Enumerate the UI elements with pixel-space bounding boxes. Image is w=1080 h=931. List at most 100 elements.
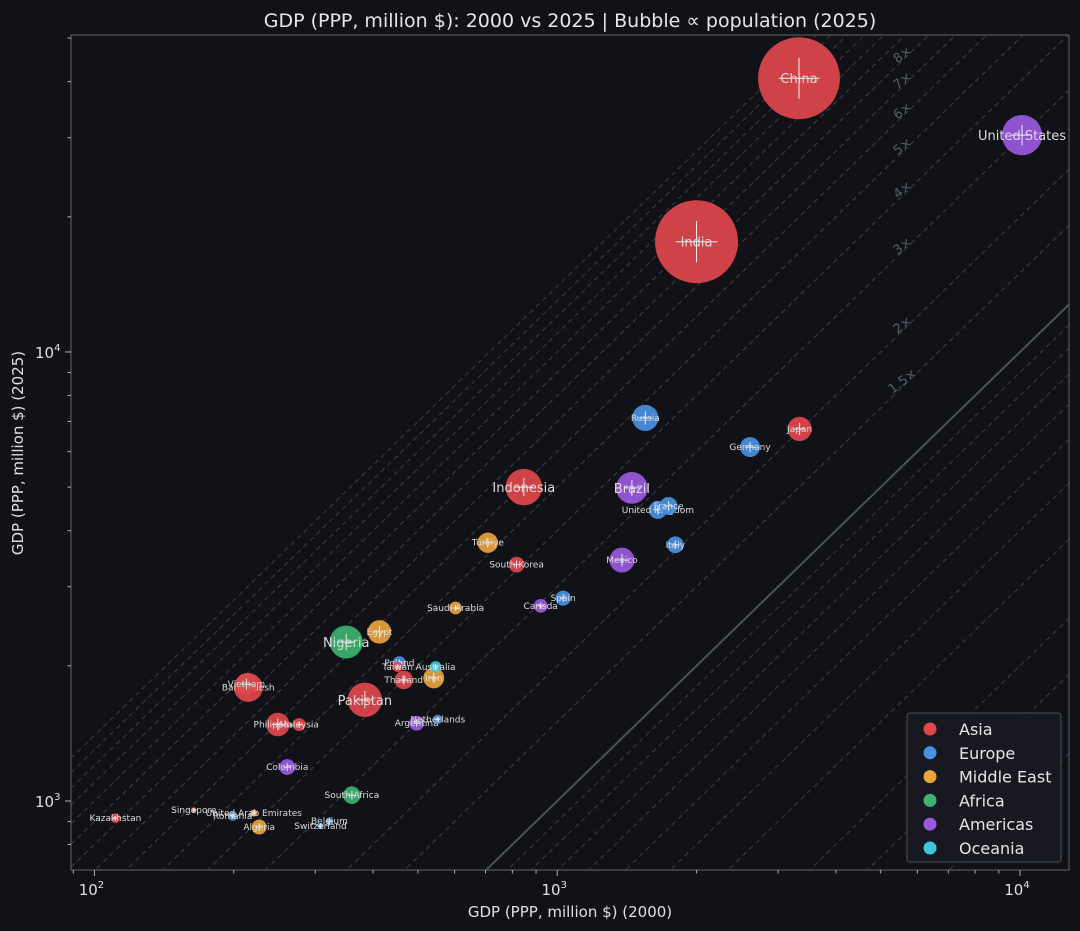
bubble-switzerland: Switzerland [294, 822, 347, 832]
bubble-brazil: Brazil [614, 472, 650, 504]
ratio-line-extra [71, 35, 885, 825]
ratio-line-extra [71, 35, 866, 806]
country-label: Switzerland [294, 822, 347, 832]
country-label: Brazil [614, 482, 650, 497]
ratio-line [403, 224, 1069, 870]
country-label: United Kingdom [622, 506, 694, 516]
legend-label: Middle East [959, 768, 1051, 787]
x-tick-label: 103 [541, 880, 566, 899]
bubble-singapore: Singapore [171, 806, 217, 816]
country-label: Algeria [243, 823, 275, 833]
legend-label: Africa [959, 791, 1005, 810]
country-label: Mexico [606, 556, 638, 566]
bubble-philippines: Philippines [254, 712, 302, 737]
ratio-lines [71, 35, 1069, 870]
ratio-line-extra [557, 373, 1069, 870]
x-axis: 102 103 104 [72, 870, 1030, 899]
bubble-argentina: Argentina [395, 715, 439, 731]
axes-frame [70, 34, 1070, 871]
x-axis-label: GDP (PPP, million $) (2000) [468, 903, 672, 921]
country-label: Nigeria [323, 636, 370, 651]
country-label: South Africa [325, 791, 380, 801]
country-label: Netherlands [410, 715, 465, 725]
country-label: Malaysia [280, 721, 319, 731]
ratio-line-extra [506, 324, 1069, 870]
country-label: Indonesia [492, 481, 555, 496]
bubble-kazakhstan: Kazakhstan [89, 813, 141, 824]
legend-label: Europe [959, 744, 1015, 763]
legend: Asia Europe Middle East Africa Americas Ocean… [906, 712, 1062, 863]
country-label: Vietnam [228, 680, 266, 690]
ratio-line [71, 35, 930, 868]
plot-area [71, 35, 1069, 870]
country-label: South Korea [489, 561, 544, 571]
country-label: Romania [213, 812, 252, 822]
country-label: India [681, 236, 713, 251]
bubble-egypt: Egypt [366, 620, 393, 644]
legend-box [906, 712, 1062, 863]
bubble-china: China [758, 37, 840, 120]
country-label: Taiwan [381, 663, 413, 673]
country-label: Colombia [266, 763, 308, 773]
bubble-south-africa: South Africa [325, 786, 380, 804]
plot-background [71, 35, 1069, 870]
bubbles: India China United States Indonesia Pakistan… [89, 37, 1066, 835]
country-label: France [654, 502, 684, 512]
bubble-south-korea: South Korea [489, 556, 544, 573]
country-label: Singapore [171, 806, 217, 816]
country-label: Argentina [395, 719, 439, 729]
ratio-line [94, 35, 957, 870]
legend-item-africa: Africa [923, 791, 1005, 810]
bubble-indonesia: Indonesia [492, 468, 555, 506]
bubble-saudi-arabia: Saudi Arabia [427, 601, 484, 615]
country-label: Pakistan [338, 694, 392, 709]
country-label: Australia [416, 663, 456, 673]
ratio-line [125, 35, 988, 870]
bubble-algeria: Algeria [243, 819, 275, 835]
y-tick-label: 104 [35, 343, 60, 362]
country-label: Belgium [311, 817, 348, 827]
country-label: Japan [786, 425, 812, 435]
legend-item-middle-east: Middle East [923, 768, 1051, 787]
bubble-japan: Japan [786, 416, 812, 441]
country-label: Germany [729, 443, 771, 453]
legend-item-asia: Asia [923, 720, 993, 739]
bubble-france: France [654, 496, 684, 515]
ratio-line-extra [71, 35, 817, 759]
bubble-italy: Italy [666, 536, 686, 554]
ratio-line-extra [71, 35, 848, 789]
country-label: Russia [631, 414, 660, 424]
country-label: Egypt [366, 628, 392, 638]
bubble-thailand: Thailand [383, 670, 423, 690]
ratio-line [71, 35, 906, 845]
bubble-australia: Australia [416, 661, 456, 673]
country-label: Thailand [383, 676, 423, 686]
legend-item-oceania: Oceania [923, 839, 1024, 858]
bubble-germany: Germany [729, 437, 771, 458]
country-label: United Arab Emirates [206, 809, 303, 819]
chart-title: GDP (PPP, million $): 2000 vs 2025 | Bub… [264, 10, 877, 32]
bubble-india: India [655, 200, 739, 284]
bubble-belgium: Belgium [311, 817, 348, 827]
bubble-united-states: United States [978, 115, 1066, 156]
legend-marker [923, 746, 937, 760]
legend-item-americas: Americas [923, 815, 1033, 834]
ratio-line-extra [530, 347, 1069, 870]
bubble-mexico: Mexico [606, 547, 638, 573]
ratio-line [346, 168, 1069, 870]
bubble-malaysia: Malaysia [280, 718, 319, 731]
legend-label: Oceania [959, 839, 1024, 858]
country-label: United States [978, 129, 1066, 144]
bubble-vietnam: Vietnam [228, 673, 266, 696]
country-label: Saudi Arabia [427, 604, 484, 614]
legend-marker [923, 817, 937, 831]
y-tick-label: 103 [35, 792, 60, 811]
bubble-romania: Romania [213, 811, 252, 822]
country-label: China [780, 72, 817, 87]
country-label: Canada [524, 602, 558, 612]
country-label: Iran [425, 674, 443, 684]
ratio-line [206, 35, 1069, 870]
bubble-russia: Russia [631, 404, 660, 432]
axes-border [70, 34, 1070, 871]
